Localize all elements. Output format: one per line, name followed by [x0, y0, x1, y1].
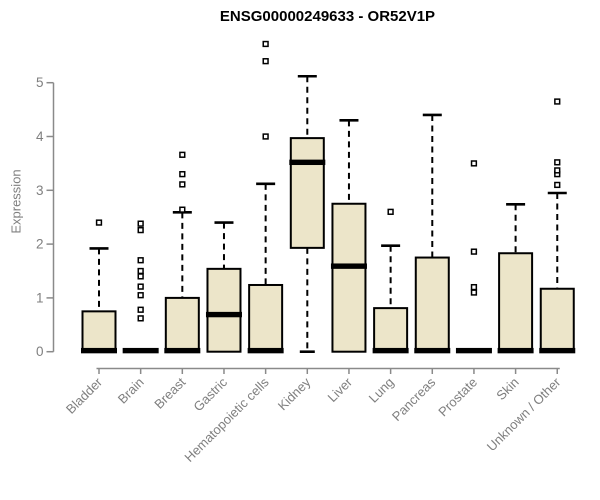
median-bar: [205, 311, 242, 318]
median-bar: [497, 347, 534, 354]
outlier-point: [470, 289, 478, 296]
outlier-point: [179, 206, 186, 213]
median-bar: [539, 347, 576, 354]
median-bar: [289, 159, 326, 166]
box-prostate: [455, 160, 492, 354]
x-tick-label: Breast: [151, 374, 188, 411]
iqr-box: [164, 296, 200, 353]
x-tick-label: Unknown / Other: [484, 374, 564, 454]
median-bar: [414, 347, 451, 354]
box-lung: [372, 208, 409, 354]
iqr-box: [81, 310, 117, 353]
median-bar: [81, 347, 117, 354]
iqr-box: [331, 202, 367, 353]
outlier-point: [137, 226, 144, 234]
iqr-box: [248, 283, 284, 353]
y-tick-label: 0: [36, 344, 44, 359]
outlier-point: [95, 219, 103, 226]
outlier-point: [470, 283, 478, 291]
x-tick-label: Lung: [366, 375, 397, 406]
x-tick-label: Liver: [325, 374, 356, 405]
median-bar: [372, 347, 409, 354]
outlier-point: [137, 273, 144, 280]
chart-title: ENSG00000249633 - OR52V1P: [219, 8, 436, 25]
iqr-box: [206, 267, 242, 353]
outlier-point: [554, 167, 561, 174]
outlier-point: [262, 40, 269, 48]
x-tick-label: Pancreas: [389, 374, 439, 424]
x-tick-label: Skin: [493, 375, 521, 403]
outlier-point: [554, 181, 561, 189]
iqr-box: [373, 307, 409, 353]
median-bar: [164, 347, 201, 354]
box-pancreas: [414, 113, 451, 354]
y-tick-label: 5: [36, 75, 44, 90]
box-bladder: [81, 219, 117, 354]
x-tick-label: Brain: [115, 375, 147, 407]
outlier-point: [179, 181, 186, 188]
outlier-point: [137, 283, 144, 290]
x-tick-label: Bladder: [63, 374, 106, 417]
iqr-box: [289, 137, 325, 249]
box-unknown-other: [539, 98, 576, 354]
outlier-point: [470, 160, 478, 167]
x-tick-label: Kidney: [275, 374, 314, 413]
iqr-box: [414, 256, 450, 353]
box-breast: [164, 151, 201, 354]
box-brain: [122, 220, 159, 354]
y-tick-label: 2: [36, 237, 44, 252]
box-skin: [497, 202, 534, 354]
iqr-box: [539, 287, 575, 353]
outlier-point: [262, 133, 269, 140]
median-bar: [330, 263, 367, 269]
y-tick-label: 3: [36, 183, 44, 198]
outlier-point: [137, 292, 144, 299]
median-bar: [455, 347, 492, 354]
outlier-point: [179, 151, 186, 158]
box-gastric: [205, 221, 242, 353]
outlier-point: [137, 257, 144, 264]
box-kidney: [289, 74, 326, 354]
y-tick-label: 1: [36, 290, 44, 305]
box-liver: [330, 119, 367, 353]
outlier-point: [137, 315, 144, 322]
box-hematopoietic-cells: [247, 40, 284, 354]
x-tick-label: Gastric: [190, 374, 230, 414]
outlier-point: [137, 267, 144, 275]
y-tick-label: 4: [36, 129, 44, 144]
outlier-point: [137, 220, 144, 227]
x-tick-label: Prostate: [435, 375, 480, 420]
outlier-point: [554, 98, 561, 105]
outlier-point: [262, 58, 269, 65]
outlier-point: [554, 159, 561, 166]
outlier-point: [470, 248, 478, 255]
outlier-point: [137, 306, 144, 313]
median-bar: [247, 347, 284, 354]
median-bar: [122, 347, 159, 354]
iqr-box: [498, 252, 534, 353]
outlier-point: [387, 208, 394, 215]
outlier-point: [179, 171, 186, 178]
